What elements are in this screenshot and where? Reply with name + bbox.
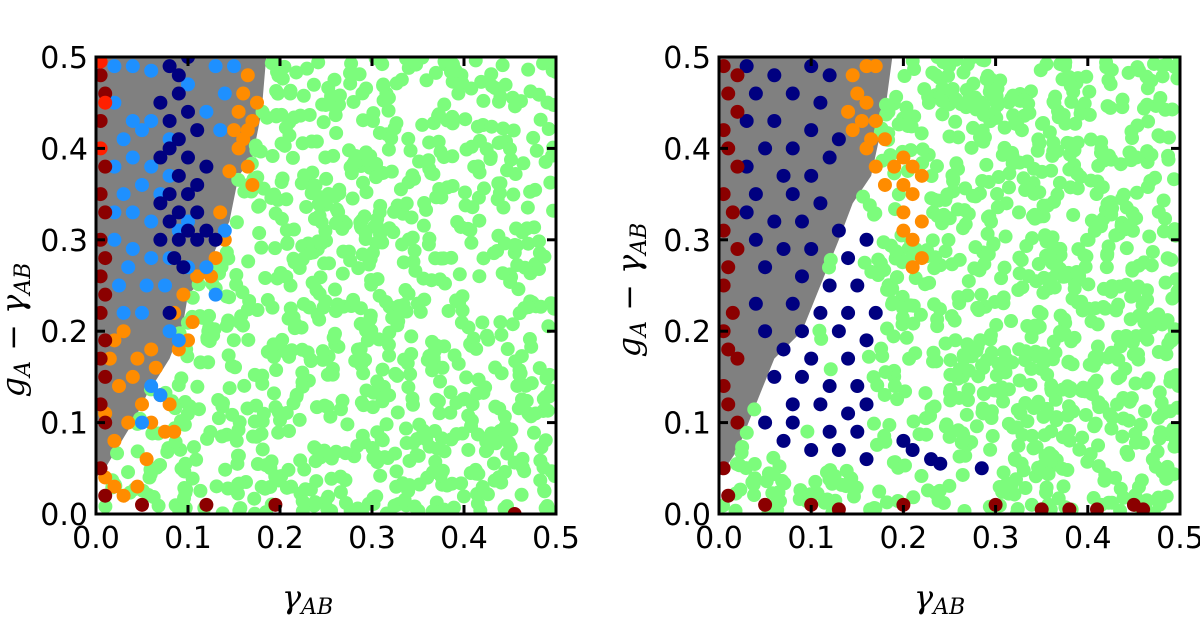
series-orange <box>841 59 929 275</box>
series-dark-red <box>96 68 522 514</box>
x-tick-label: 0.4 <box>440 521 488 556</box>
x-tick-label: 0.5 <box>1156 521 1200 556</box>
right-ticks: 0.00.0 0.1 0.1 0.2 0.2 0.3 0.3 0.4 0.4 0.5 0.5 <box>663 41 1200 556</box>
x-tick-label: 0.0 <box>695 521 743 556</box>
y-tick-label: 0.4 <box>663 132 711 167</box>
x-tick-label: 0.1 <box>787 521 835 556</box>
y-tick-label: 0.4 <box>40 132 88 167</box>
series-navy <box>153 57 223 320</box>
x-tick-label: 0.0 <box>72 521 120 556</box>
left-panel: 0.0 0.0 0.1 0.1 0.2 0.2 0.3 0.3 0.4 0.4 0.5 0.5 γAB… <box>0 41 580 620</box>
y-tick-label: 0.0 <box>663 498 711 533</box>
left-chart: 0.00.0 0.1 0.1 0.2 0.2 0.3 0.3 0.4 0.4 0.5 0.5 γAB… <box>0 41 580 620</box>
series-light-green <box>719 57 1180 514</box>
x-tick-label: 0.3 <box>972 521 1020 556</box>
right-x-axis-label: γAB <box>914 578 965 620</box>
left-axes-frame <box>94 55 558 516</box>
x-tick-label: 0.5 <box>532 521 580 556</box>
y-tick-label: 0.1 <box>663 407 711 442</box>
left-y-axis-label: gA − γAB <box>0 263 36 398</box>
left-x-axis-label: γAB <box>282 578 333 620</box>
left-ticks: 0.00.0 0.1 0.1 0.2 0.2 0.3 0.3 0.4 0.4 0.5 0.5 <box>40 41 580 556</box>
x-tick-label: 0.3 <box>348 521 396 556</box>
right-panel: 0.0 0.0 0.1 0.1 0.2 0.2 0.3 0.3 0.4 0.4 0.5 0.5 γAB… <box>610 41 1200 620</box>
series-navy <box>739 59 989 476</box>
y-tick-label: 0.2 <box>40 315 88 350</box>
right-axes-frame <box>717 55 1182 516</box>
right-y-axis-label: gA − γAB <box>610 223 652 358</box>
series-dark-red <box>719 59 1151 514</box>
y-tick-label: 0.1 <box>40 407 88 442</box>
y-tick-label: 0.2 <box>663 315 711 350</box>
series-red <box>96 57 113 156</box>
right-plot-area <box>719 57 1180 514</box>
gray-region <box>719 57 893 514</box>
x-tick-label: 0.4 <box>1064 521 1112 556</box>
y-tick-label: 0.0 <box>40 498 88 533</box>
y-tick-label: 0.5 <box>663 41 711 76</box>
x-tick-label: 0.2 <box>256 521 304 556</box>
left-plot-area <box>96 57 556 514</box>
y-tick-label: 0.3 <box>40 224 88 259</box>
x-tick-label: 0.1 <box>164 521 212 556</box>
series-light-green <box>98 57 556 514</box>
y-tick-label: 0.5 <box>40 41 88 76</box>
x-tick-label: 0.2 <box>880 521 928 556</box>
y-tick-label: 0.3 <box>663 224 711 259</box>
